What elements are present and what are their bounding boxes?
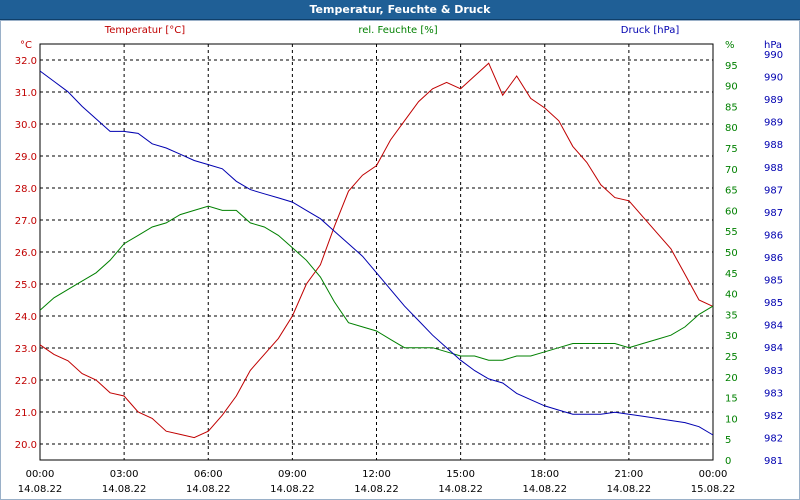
x-tick-label-date: 14.08.22 [522,484,567,495]
y-tick-label-humidity: 25 [725,352,738,363]
series-line-pressure [39,70,714,436]
x-tick-label-date: 14.08.22 [354,484,399,495]
y-tick-label-humidity: 30 [725,331,738,342]
y-tick-label-pressure: 988 [764,140,783,151]
x-tick-label-time: 21:00 [614,469,643,480]
y-tick-label-temperature: 30.0 [15,120,37,131]
y-tick-label-temperature: 28.0 [15,184,37,195]
y-tick-label-humidity: 50 [725,248,738,259]
y-tick-label-humidity: 55 [725,227,738,238]
y-tick-label-pressure: 987 [764,185,783,196]
y-tick-label-temperature: 31.0 [15,88,37,99]
y-tick-label-pressure: 983 [764,388,783,399]
y-tick-label-humidity: 0 [725,456,731,467]
x-tick-label-date: 14.08.22 [186,484,231,495]
y-tick-label-pressure: 983 [764,366,783,377]
y-tick-label-humidity: 90 [725,82,738,93]
y-tick-label-pressure: 985 [764,276,783,287]
y-tick-label-humidity: 65 [725,186,738,197]
y-tick-label-humidity: 85 [725,102,738,113]
axis-label-pressure: Druck [hPa] [621,25,680,36]
y-tick-label-humidity: 75 [725,144,738,155]
x-tick-label-time: 00:00 [699,469,728,480]
chart-title: Temperatur, Feuchte & Druck [309,3,491,16]
y-tick-label-pressure: 981 [764,456,783,467]
y-tick-label-humidity: 20 [725,373,738,384]
axis-label-humidity: rel. Feuchte [%] [358,25,437,36]
chart-canvas: 00:00 14.08.22 03:00 14.08.22 06:00 14.08.22 0… [15,25,783,495]
y-tick-label-humidity: 95 [725,61,738,72]
y-tick-label-temperature: 25.0 [15,280,37,291]
y-axis-unit-pressure: hPa [764,40,782,51]
axis-label-temperature: Temperatur [°C] [104,25,185,36]
y-tick-label-temperature: 26.0 [15,248,37,259]
y-tick-label-humidity: 40 [725,290,738,301]
y-tick-label-temperature: 29.0 [15,152,37,163]
y-tick-label-humidity: 10 [725,414,738,425]
series-line-temperature [39,62,714,439]
y-tick-label-pressure: 982 [764,411,783,422]
y-tick-label-temperature: 32.0 [15,56,37,67]
x-tick-label-date: 14.08.22 [270,484,315,495]
y-tick-label-temperature: 24.0 [15,312,37,323]
y-tick-label-humidity: 15 [725,394,738,405]
y-tick-label-pressure: 985 [764,298,783,309]
series-line-humidity [39,205,714,361]
x-tick-label-time: 12:00 [362,469,391,480]
y-axis-unit-temperature: °C [20,40,32,51]
chart-title-bar: Temperatur, Feuchte & Druck [0,0,800,20]
x-tick-label-date: 14.08.22 [102,484,147,495]
y-tick-label-temperature: 20.0 [15,440,37,451]
y-tick-label-humidity: 60 [725,206,738,217]
y-tick-label-pressure: 986 [764,253,783,264]
y-tick-label-humidity: 70 [725,165,738,176]
y-tick-label-pressure: 990 [764,50,783,61]
x-tick-label-time: 00:00 [26,469,55,480]
x-tick-label-date: 14.08.22 [18,484,63,495]
y-tick-label-humidity: 35 [725,310,738,321]
y-tick-label-temperature: 22.0 [15,376,37,387]
y-tick-label-pressure: 982 [764,433,783,444]
y-tick-label-pressure: 989 [764,118,783,129]
y-tick-label-humidity: 80 [725,123,738,134]
y-tick-label-pressure: 990 [764,73,783,84]
y-axis-unit-humidity: % [725,40,735,51]
y-tick-label-temperature: 21.0 [15,408,37,419]
y-tick-label-humidity: 5 [725,435,731,446]
x-tick-label-date: 14.08.22 [607,484,652,495]
x-tick-label-date: 14.08.22 [438,484,483,495]
y-tick-label-pressure: 986 [764,230,783,241]
x-tick-label-date: 15.08.22 [691,484,736,495]
y-tick-label-pressure: 984 [764,321,783,332]
x-tick-label-time: 03:00 [110,469,139,480]
y-tick-label-temperature: 27.0 [15,216,37,227]
x-tick-label-time: 09:00 [278,469,307,480]
y-tick-label-pressure: 987 [764,208,783,219]
y-tick-label-pressure: 984 [764,343,783,354]
y-tick-label-pressure: 989 [764,95,783,106]
y-tick-label-pressure: 988 [764,163,783,174]
y-tick-label-temperature: 23.0 [15,344,37,355]
x-tick-label-time: 15:00 [446,469,475,480]
y-tick-label-humidity: 45 [725,269,738,280]
x-tick-label-time: 18:00 [530,469,559,480]
x-tick-label-time: 06:00 [194,469,223,480]
